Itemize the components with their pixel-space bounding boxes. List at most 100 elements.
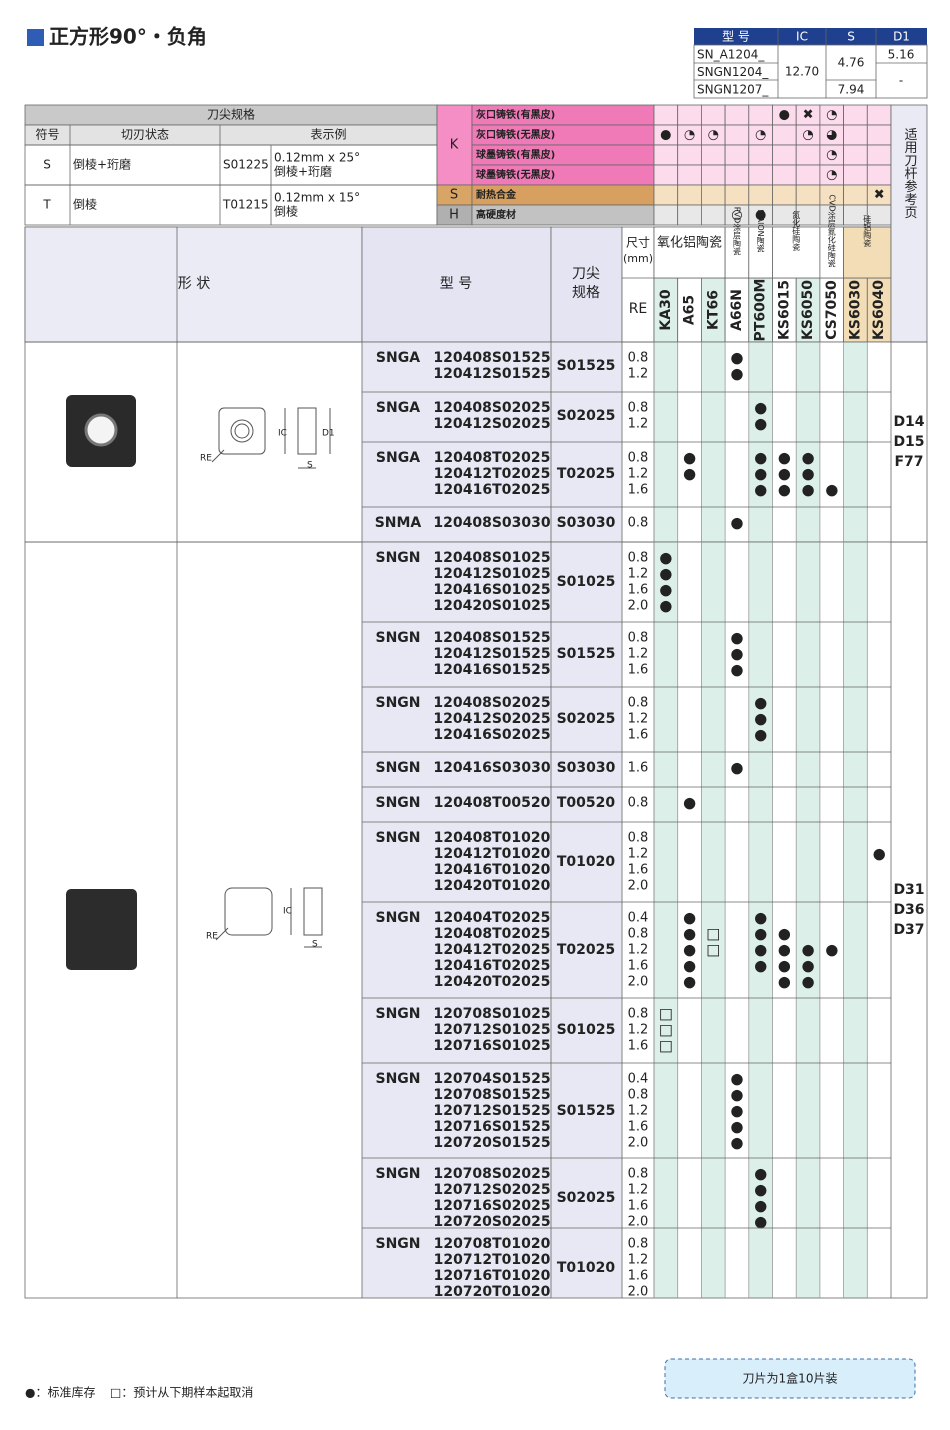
cell-text: 倒棱 <box>274 204 298 219</box>
model-type: SNGN <box>375 630 420 646</box>
page-title: 正方形90°・负角 <box>49 25 207 49</box>
cell-text: 灰口铸铁(有黑皮) <box>476 108 555 121</box>
material-mark: ◔ <box>802 128 813 143</box>
grade-name: A66N <box>729 289 745 331</box>
cell <box>866 164 892 186</box>
cell-text: 4.76 <box>838 56 865 70</box>
cell-text: K <box>450 138 459 153</box>
tip-spec: S02025 <box>557 1190 616 1206</box>
re-value: 1.6 <box>628 728 649 743</box>
re-value: 1.2 <box>628 567 649 582</box>
stock-mark: ● <box>659 549 672 567</box>
stock-mark: ● <box>683 449 696 467</box>
re-value: 0.8 <box>628 831 649 846</box>
re-value: 1.2 <box>628 1104 649 1119</box>
model-code: 120408S02025 <box>433 695 550 711</box>
cell-text: S <box>43 158 51 172</box>
cell-text: 0.12mm x 25° <box>274 151 360 165</box>
stock-mark: ● <box>754 399 767 417</box>
stock-mark: ● <box>778 957 791 975</box>
cell-text: CVD涂层氮化硅陶瓷 <box>827 194 836 268</box>
re-value: 0.8 <box>628 1088 649 1103</box>
cell <box>843 144 868 166</box>
cell <box>724 184 750 206</box>
model-code: 120408S02025 <box>433 400 550 416</box>
model-type: SNGN <box>375 910 420 926</box>
stock-mark: ● <box>754 957 767 975</box>
dim-s: S <box>307 461 313 471</box>
title-marker <box>27 29 44 46</box>
model-code: 120408T01020 <box>434 830 551 846</box>
stock-mark: ● <box>730 365 743 383</box>
model-type: SNGN <box>375 830 420 846</box>
cell-text: 氮化硅陶瓷 <box>792 210 801 252</box>
model-code: 120712S01025 <box>433 1022 550 1038</box>
ref-page: D36 <box>893 902 924 918</box>
stock-mark: ● <box>825 481 838 499</box>
cell-text: 灰口铸铁(无黑皮) <box>476 128 555 141</box>
insert-image-1 <box>66 395 136 467</box>
stock-mark: ● <box>754 449 767 467</box>
cell-text: 尺寸 <box>626 236 650 250</box>
grade-stripe <box>748 542 773 1298</box>
stock-mark: ● <box>730 349 743 367</box>
cell <box>843 104 868 126</box>
stock-mark: ● <box>802 973 815 991</box>
stock-mark: ● <box>778 973 791 991</box>
grade-stripe <box>701 542 726 1298</box>
grade-name: KA30 <box>658 289 674 330</box>
grade-stripe <box>677 542 702 1298</box>
model-type: SNGN <box>375 1006 420 1022</box>
cell <box>653 204 679 226</box>
grade-stripe <box>796 542 820 1298</box>
drawing-2 <box>215 887 323 948</box>
model-code: 120720S02025 <box>433 1214 550 1230</box>
material-mark: ◔ <box>684 128 695 143</box>
cell-text: 倒棱+珩磨 <box>274 164 332 179</box>
model-type: SNGN <box>375 1166 420 1182</box>
cell <box>795 144 821 166</box>
model-code: 120412S02025 <box>433 711 550 727</box>
cell-text: SNGN1204_ <box>697 65 769 79</box>
cell <box>843 124 868 146</box>
cell <box>550 226 623 343</box>
stock-mark: ● <box>802 941 815 959</box>
re-value: 1.2 <box>628 847 649 862</box>
grade-name: KS6015 <box>776 280 792 340</box>
cell <box>701 104 726 126</box>
model-code: 120716T01020 <box>434 1268 551 1284</box>
cell <box>701 204 726 226</box>
cell-text: S <box>450 188 458 203</box>
cell <box>843 164 868 186</box>
grade-stripe <box>654 542 678 1298</box>
stock-mark: ● <box>683 957 696 975</box>
model-code: 120716S01525 <box>433 1119 550 1135</box>
cell-text: 适用刀杆参考页 <box>902 128 918 219</box>
stock-mark: ● <box>683 925 696 943</box>
stock-mark: ● <box>754 1165 767 1183</box>
stock-mark: ● <box>825 941 838 959</box>
cell <box>772 164 797 186</box>
cell <box>677 184 702 206</box>
dim-ic: IC <box>283 907 292 917</box>
grade-group <box>772 226 821 279</box>
dim-d1: D1 <box>322 429 335 439</box>
cell-text: 形 状 <box>178 276 210 292</box>
model-code: 120416S01525 <box>433 662 550 678</box>
stock-mark: ● <box>754 1213 767 1231</box>
model-code: 120420S01025 <box>433 598 550 614</box>
re-value: 0.4 <box>628 911 649 926</box>
stock-mark: ● <box>754 710 767 728</box>
cell <box>677 144 702 166</box>
model-code: 120416S02025 <box>433 727 550 743</box>
cell <box>866 144 892 166</box>
spec-header-text: 型 号 <box>722 30 750 44</box>
stock-mark: ● <box>730 645 743 663</box>
cell <box>436 104 473 186</box>
tip-spec: T02025 <box>557 466 615 482</box>
stock-mark: ● <box>754 941 767 959</box>
drawing-1 <box>211 407 331 469</box>
model-code: 120416S03030 <box>433 760 550 776</box>
model-type: SNGN <box>375 695 420 711</box>
